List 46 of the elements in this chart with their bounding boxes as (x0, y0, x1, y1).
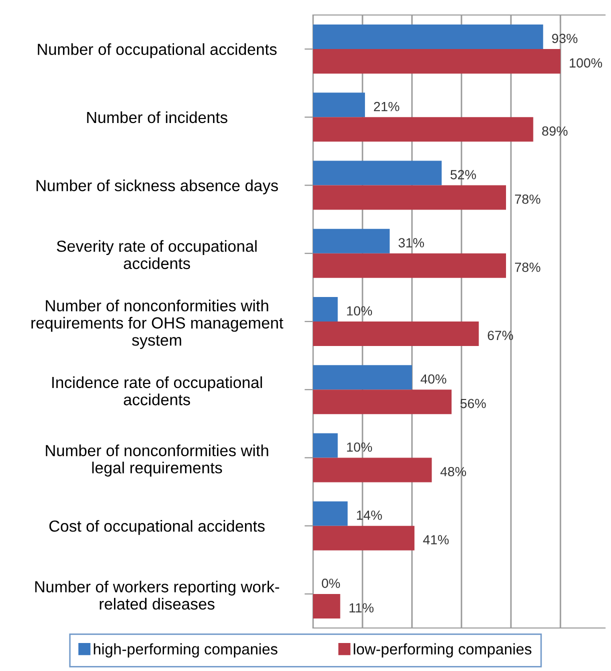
bar (313, 322, 479, 346)
data-label: 78% (515, 262, 540, 272)
data-label: 89% (542, 126, 568, 136)
data-label: 40% (420, 374, 446, 384)
bar (313, 49, 560, 74)
data-label: 78% (515, 194, 540, 204)
data-label: 11% (350, 603, 374, 612)
bar (313, 296, 338, 322)
data-label: 67% (488, 330, 514, 340)
bar (313, 253, 506, 278)
bar (313, 458, 432, 482)
data-label: 14% (356, 510, 382, 520)
data-label: 48% (440, 466, 466, 476)
data-label: 41% (423, 535, 449, 544)
data-label: 52% (450, 170, 476, 180)
bar (313, 365, 412, 390)
y-tick-label: Number of occupational accidents (38, 43, 277, 58)
data-label: 10% (347, 442, 372, 452)
bar (313, 594, 340, 618)
bar (313, 92, 365, 118)
y-tick-label: Severity rate of occupational accidents (56, 240, 257, 270)
data-label: 10% (347, 306, 372, 316)
bar (313, 24, 544, 50)
bar (313, 433, 338, 458)
y-tick-label: Number of nonconformities with requirements for OHS management system (31, 300, 284, 349)
y-tick-label: Cost of occupational accidents (49, 520, 265, 535)
bar (313, 228, 390, 254)
bar (313, 501, 348, 526)
data-label: 31% (398, 238, 424, 248)
bar (313, 390, 452, 414)
bar (313, 117, 534, 142)
y-tick-label: Incidence rate of occupational accidents (52, 376, 262, 406)
data-label: 0% (322, 578, 340, 588)
data-label: 100% (570, 58, 602, 68)
y-tick-label: Number of nonconformities with legal requirements (46, 444, 268, 477)
y-tick-label: Number of workers reporting work- related diseases (35, 580, 280, 610)
bar (313, 160, 442, 186)
y-tick-label: Number of sickness absence days (36, 179, 278, 194)
bar (313, 185, 506, 210)
data-label: 21% (374, 102, 400, 112)
data-label: 56% (460, 398, 486, 408)
data-label: 93% (552, 34, 578, 44)
legend-label: high-performing companies (94, 643, 278, 658)
y-tick-label: Number of incidents (87, 111, 228, 124)
legend-label: low-performing companies (354, 643, 532, 658)
bar (313, 526, 414, 550)
